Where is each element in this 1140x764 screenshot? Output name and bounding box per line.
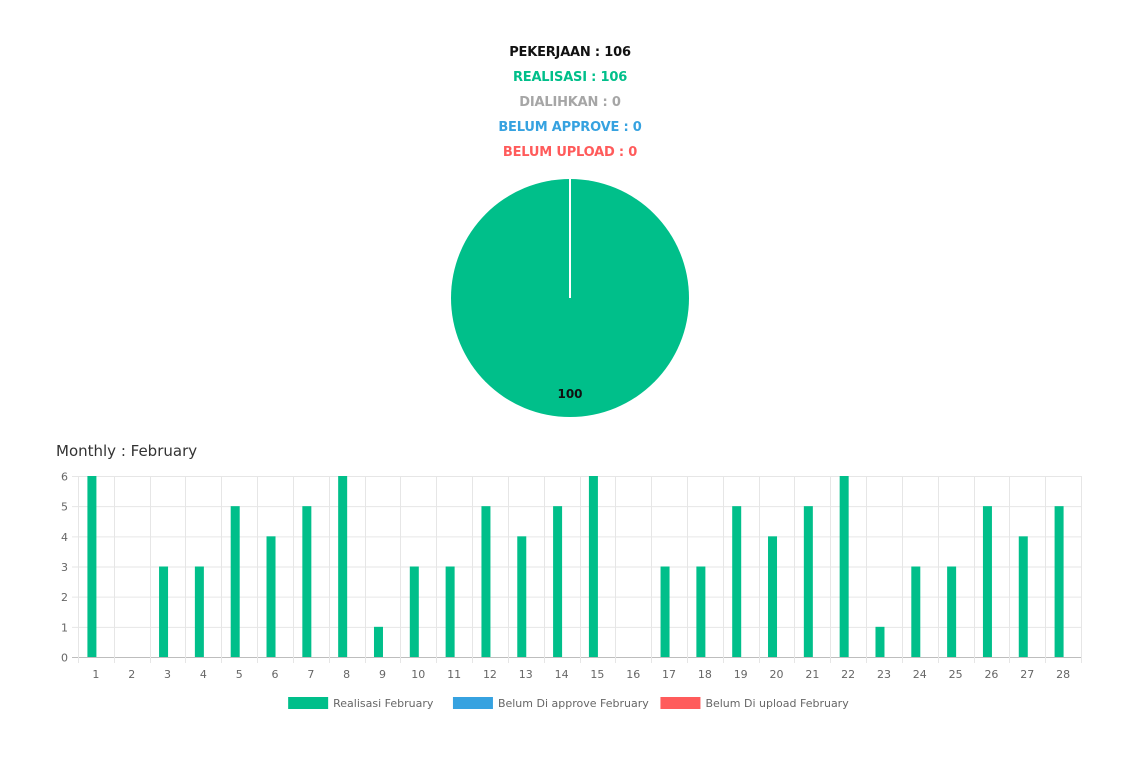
bar-realisasi-february-day-23 bbox=[875, 626, 885, 657]
dialihkan-total: DIALIHKAN : 0 bbox=[519, 95, 621, 110]
y-tick-label: 0 bbox=[61, 652, 68, 665]
bar-realisasi-february-day-1 bbox=[87, 476, 97, 657]
bar-realisasi-february-day-12 bbox=[481, 506, 491, 657]
x-tick-label: 4 bbox=[200, 668, 207, 681]
bar-realisasi-february-day-15 bbox=[588, 476, 598, 657]
monthly-title: Monthly : February bbox=[56, 442, 198, 460]
x-tick-label: 1 bbox=[92, 668, 99, 681]
x-tick-label: 22 bbox=[841, 668, 855, 681]
x-tick-label: 15 bbox=[590, 668, 604, 681]
summary-panel: PEKERJAAN : 106 REALISASI : 106 DIALIHKA… bbox=[0, 40, 1140, 165]
x-tick-label: 19 bbox=[734, 668, 748, 681]
legend-item-belum-di-approve-february[interactable]: Belum Di approve February bbox=[452, 697, 649, 710]
bar-realisasi-february-day-13 bbox=[517, 536, 527, 657]
bar-realisasi-february-day-17 bbox=[660, 566, 670, 657]
bar-realisasi-february-day-26 bbox=[982, 506, 992, 657]
x-tick-label: 6 bbox=[272, 668, 279, 681]
bar-realisasi-february-day-28 bbox=[1054, 506, 1064, 657]
legend-label: Belum Di upload February bbox=[705, 697, 849, 710]
bar-realisasi-february-day-21 bbox=[803, 506, 813, 657]
bar-realisasi-february-day-19 bbox=[732, 506, 742, 657]
bar-realisasi-february-day-5 bbox=[230, 506, 240, 657]
realisasi-total: REALISASI : 106 bbox=[512, 70, 628, 85]
x-tick-label: 9 bbox=[379, 668, 386, 681]
bar-realisasi-february-day-18 bbox=[696, 566, 706, 657]
y-tick-label: 2 bbox=[61, 591, 68, 604]
x-tick-label: 28 bbox=[1056, 668, 1070, 681]
legend-item-realisasi-february[interactable]: Realisasi February bbox=[288, 697, 434, 710]
bar-realisasi-february-day-22 bbox=[839, 476, 849, 657]
x-tick-label: 5 bbox=[236, 668, 243, 681]
x-tick-label: 21 bbox=[805, 668, 819, 681]
x-tick-label: 27 bbox=[1020, 668, 1034, 681]
bar-realisasi-february-day-24 bbox=[911, 566, 921, 657]
pie-data-label: 100 bbox=[557, 387, 582, 401]
x-tick-label: 17 bbox=[662, 668, 676, 681]
x-tick-label: 3 bbox=[164, 668, 171, 681]
x-tick-label: 20 bbox=[770, 668, 784, 681]
legend-swatch bbox=[660, 697, 701, 709]
bar-realisasi-february-day-20 bbox=[768, 536, 778, 657]
x-tick-label: 24 bbox=[913, 668, 927, 681]
x-tick-label: 13 bbox=[519, 668, 533, 681]
bar-realisasi-february-day-6 bbox=[266, 536, 276, 657]
pie-chart: 100 bbox=[451, 179, 689, 417]
bar-realisasi-february-day-10 bbox=[409, 566, 419, 657]
y-tick-label: 1 bbox=[61, 621, 68, 634]
legend-item-belum-di-upload-february[interactable]: Belum Di upload February bbox=[660, 697, 849, 710]
bar-realisasi-february-day-4 bbox=[194, 566, 204, 657]
legend-swatch bbox=[288, 697, 329, 709]
y-tick-label: 6 bbox=[61, 471, 68, 484]
y-tick-label: 5 bbox=[61, 501, 68, 514]
bar-realisasi-february-day-27 bbox=[1018, 536, 1028, 657]
x-tick-label: 11 bbox=[447, 668, 461, 681]
x-tick-label: 2 bbox=[128, 668, 135, 681]
legend-swatch bbox=[452, 697, 493, 709]
x-tick-label: 26 bbox=[984, 668, 998, 681]
x-tick-label: 18 bbox=[698, 668, 712, 681]
bar-realisasi-february-day-11 bbox=[445, 566, 455, 657]
x-tick-label: 8 bbox=[343, 668, 350, 681]
bar-realisasi-february-day-3 bbox=[159, 566, 169, 657]
legend-label: Realisasi February bbox=[333, 697, 434, 710]
bar-grid bbox=[72, 476, 1082, 663]
x-tick-label: 12 bbox=[483, 668, 497, 681]
x-tick-label: 25 bbox=[949, 668, 963, 681]
belum-upload-total: BELUM UPLOAD : 0 bbox=[502, 145, 638, 160]
legend-label: Belum Di approve February bbox=[498, 697, 649, 710]
bar-realisasi-february-day-25 bbox=[947, 566, 957, 657]
bar-realisasi-february-day-7 bbox=[302, 506, 312, 657]
bar-realisasi-february-day-8 bbox=[338, 476, 348, 657]
x-tick-label: 16 bbox=[626, 668, 640, 681]
x-tick-label: 7 bbox=[307, 668, 314, 681]
x-tick-label: 10 bbox=[411, 668, 425, 681]
bar-realisasi-february-day-9 bbox=[373, 626, 383, 657]
bar-realisasi-february-day-14 bbox=[553, 506, 563, 657]
x-tick-label: 23 bbox=[877, 668, 891, 681]
belum-approve-total: BELUM APPROVE : 0 bbox=[498, 120, 642, 135]
pekerjaan-total: PEKERJAAN : 106 bbox=[509, 45, 631, 60]
x-tick-label: 14 bbox=[555, 668, 569, 681]
y-tick-label: 3 bbox=[61, 561, 68, 574]
y-tick-label: 4 bbox=[61, 531, 68, 544]
